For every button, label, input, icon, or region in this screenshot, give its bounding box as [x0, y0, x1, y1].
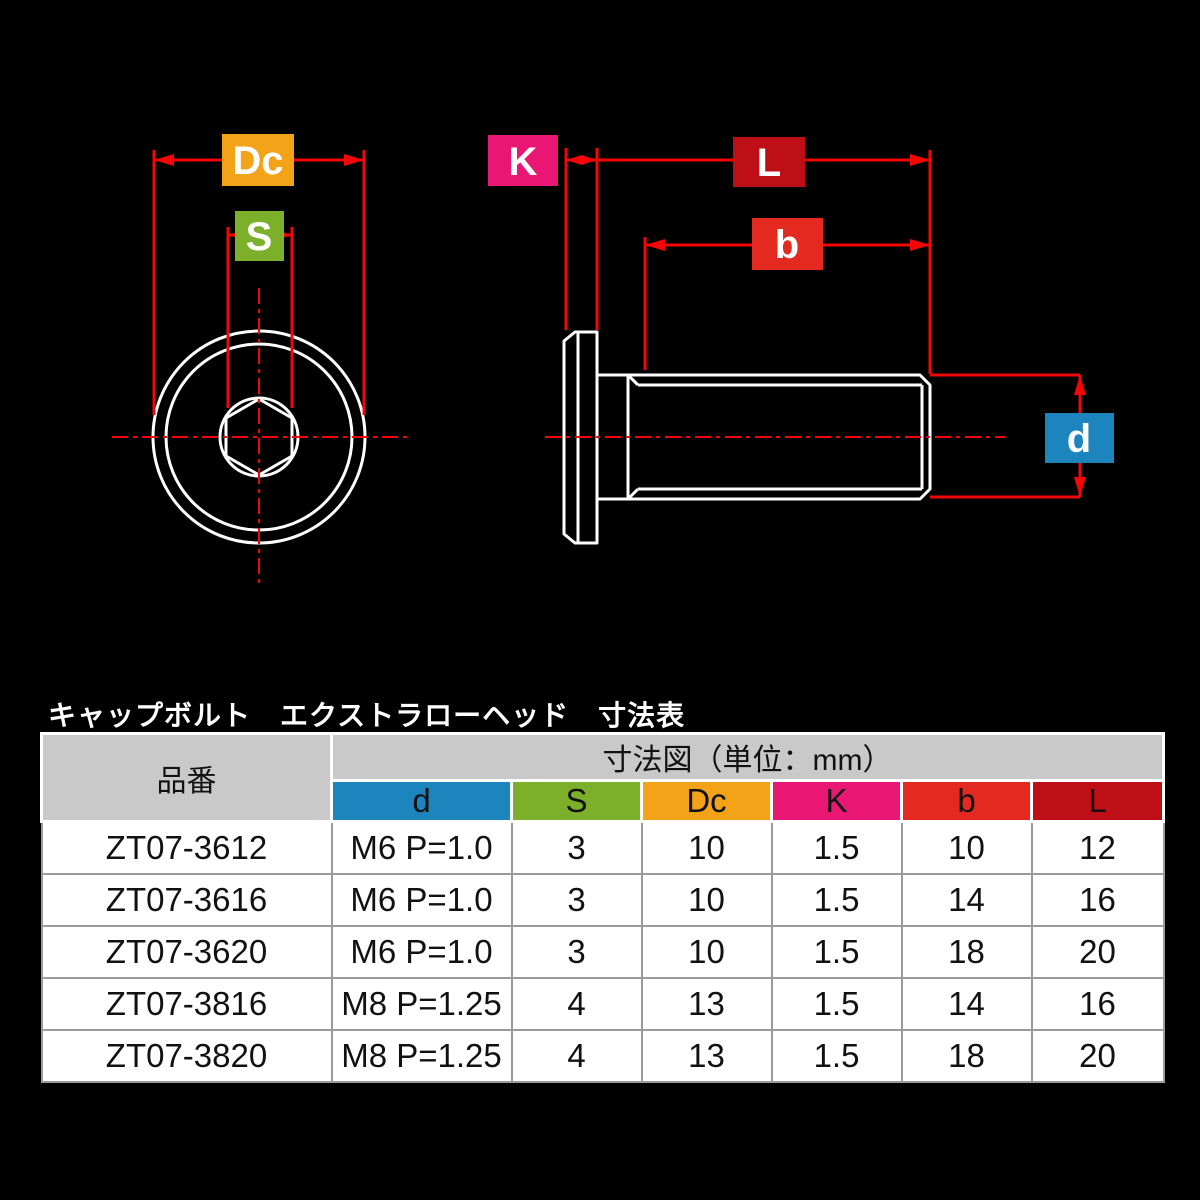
k-cell: 1.5 [770, 925, 903, 979]
part-no-cell: ZT07-3612 [40, 820, 333, 875]
l-label-box [733, 137, 805, 187]
b-cell: 18 [900, 1029, 1033, 1083]
column-header-b: b [900, 779, 1033, 823]
d-cell: M8 P=1.25 [330, 1029, 513, 1083]
dc-cell: 10 [640, 873, 773, 927]
l-cell: 12 [1030, 820, 1165, 875]
dimension-labels: Dc S K L b d [222, 134, 1114, 463]
k-arrow-left [566, 155, 582, 165]
column-header-l: L [1029, 779, 1166, 823]
k-label-box [488, 135, 558, 186]
k-cell: 1.5 [770, 820, 903, 875]
dc-cell: 13 [640, 977, 773, 1031]
dimension-spec-table: 品番 寸法図（単位：mm） d S Dc K b L ZT07-3612 M6 … [40, 732, 1166, 1083]
b-cell: 18 [900, 925, 1033, 979]
thread-chamfer-bottom [626, 487, 640, 501]
column-header-k: K [770, 779, 903, 823]
s-label: S [246, 215, 273, 259]
k-label: K [509, 140, 538, 184]
table-row: ZT07-3816 M8 P=1.25 4 13 1.5 14 16 [40, 977, 1165, 1031]
part-no-cell: ZT07-3620 [40, 925, 333, 979]
d-cell: M6 P=1.0 [330, 820, 513, 875]
l-cell: 20 [1030, 1029, 1165, 1083]
bolt-dimension-drawing: Dc S K L b d [112, 134, 1114, 585]
d-cell: M6 P=1.0 [330, 925, 513, 979]
s-cell: 4 [510, 977, 643, 1031]
table-row: ZT07-3616 M6 P=1.0 3 10 1.5 14 16 [40, 873, 1165, 927]
dc-cell: 10 [640, 820, 773, 875]
dc-arrow-left [154, 154, 174, 166]
dims-group-header: 寸法図（単位：mm） [329, 732, 1166, 782]
k-arrow-right [581, 155, 597, 165]
s-cell: 4 [510, 1029, 643, 1083]
d-arrow-up [1074, 375, 1086, 395]
k-cell: 1.5 [770, 873, 903, 927]
b-arrow-right [910, 239, 930, 251]
part-no-cell: ZT07-3820 [40, 1029, 333, 1083]
b-cell: 14 [900, 977, 1033, 1031]
k-cell: 1.5 [770, 1029, 903, 1083]
d-label: d [1067, 417, 1091, 461]
b-label-box [752, 218, 823, 270]
d-cell: M6 P=1.0 [330, 873, 513, 927]
s-cell: 3 [510, 820, 643, 875]
k-cell: 1.5 [770, 977, 903, 1031]
dc-label: Dc [232, 139, 283, 183]
table-title: キャップボルト エクストラローヘッド 寸法表 [48, 700, 686, 731]
d-arrow-down [1074, 477, 1086, 497]
dc-cell: 13 [640, 1029, 773, 1083]
column-header-dc: Dc [640, 779, 773, 823]
table-row: ZT07-3612 M6 P=1.0 3 10 1.5 10 12 [40, 820, 1165, 875]
d-label-box [1045, 413, 1114, 463]
b-arrow-left [645, 239, 665, 251]
dc-label-box [222, 134, 294, 186]
b-label: b [775, 223, 799, 267]
l-cell: 16 [1030, 873, 1165, 927]
dc-arrow-right [344, 154, 364, 166]
s-label-box [235, 211, 284, 261]
s-cell: 3 [510, 925, 643, 979]
centerlines [112, 288, 1005, 585]
part-no-column-header: 品番 [40, 732, 333, 823]
dimension-arrowheads [154, 154, 1086, 497]
b-cell: 14 [900, 873, 1033, 927]
dc-cell: 10 [640, 925, 773, 979]
part-no-cell: ZT07-3616 [40, 873, 333, 927]
l-cell: 20 [1030, 925, 1165, 979]
l-arrow-right [910, 154, 930, 166]
l-label: L [757, 141, 781, 185]
part-no-cell: ZT07-3816 [40, 977, 333, 1031]
d-cell: M8 P=1.25 [330, 977, 513, 1031]
thread-chamfer-top [626, 373, 640, 387]
table-row: ZT07-3620 M6 P=1.0 3 10 1.5 18 20 [40, 925, 1165, 979]
s-cell: 3 [510, 873, 643, 927]
b-cell: 10 [900, 820, 1033, 875]
table-row: ZT07-3820 M8 P=1.25 4 13 1.5 18 20 [40, 1029, 1165, 1083]
bolt-head-profile [562, 330, 599, 545]
l-cell: 16 [1030, 977, 1165, 1031]
column-header-d: d [330, 779, 513, 823]
column-header-s: S [510, 779, 643, 823]
